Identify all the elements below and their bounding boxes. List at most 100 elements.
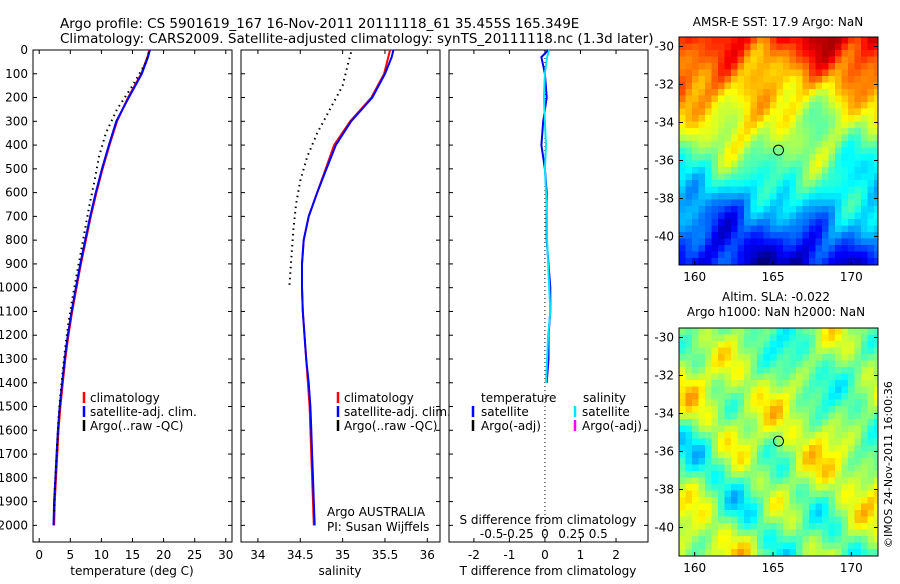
heatmap-cell [692,471,699,478]
heatmap-cell [731,536,738,543]
heatmap-cell [848,108,855,116]
heatmap-cell [796,334,803,342]
heatmap-cell [757,121,764,129]
heatmap-cell [828,37,836,44]
heatmap-cell [789,225,797,233]
heatmap-cell [763,186,771,194]
heatmap-cell [718,251,725,259]
heatmap-cell [711,212,719,220]
heatmap-cell [841,121,849,129]
heatmap-cell [809,399,816,407]
heatmap-cell [692,510,699,517]
heatmap-cell [874,516,878,524]
heatmap-cell [874,56,878,64]
heatmap-cell [718,199,725,207]
heatmap-cell [783,128,790,135]
heatmap-cell [698,516,706,524]
heatmap-cell [867,186,875,194]
heatmap-cell [874,451,878,459]
heatmap-cell [718,464,725,472]
heatmap-cell [718,95,725,103]
heatmap-cell [802,219,810,226]
heatmap-cell [737,63,745,70]
heatmap-cell [763,471,771,478]
heatmap-cell [822,490,829,498]
heatmap-cell [763,399,771,407]
heatmap-cell [776,147,784,155]
heatmap-cell [867,199,875,207]
heatmap-cell [744,484,751,491]
heatmap-cell [796,89,803,96]
heatmap-cell [867,393,875,400]
heatmap-cell [718,399,725,407]
heatmap-cell [854,503,862,511]
heatmap-cell [737,89,745,96]
heatmap-cell [685,386,693,394]
heatmap-cell [770,341,777,348]
heatmap-cell [802,341,810,348]
heatmap-cell [815,82,823,90]
heatmap-cell [750,555,758,556]
salinity-axes-box [240,49,441,543]
heatmap-cell [731,121,738,129]
heatmap-cell [679,484,686,491]
heatmap-cell [861,497,868,504]
heatmap-cell [809,458,816,465]
heatmap-cell [789,373,797,381]
heatmap-cell [848,406,855,413]
heatmap-cell [828,128,836,135]
heatmap-cell [718,490,725,498]
heatmap-cell [815,199,823,207]
temperature-lines [52,49,151,526]
heatmap-cell [854,484,862,491]
heatmap-cell [848,523,855,530]
heatmap-cell [815,360,823,368]
difference-legend: temperature salinity satellite Argo(-adj… [471,391,642,433]
heatmap-cell [757,367,764,374]
heatmap-cell [835,432,842,439]
heatmap-cell [776,43,784,51]
heatmap-cell [789,167,797,174]
heatmap-cell [822,89,829,96]
heatmap-cell [867,82,875,90]
heatmap-cell [783,471,790,478]
heatmap-cell [731,529,738,537]
heatmap-cell [835,245,842,252]
heatmap-cell [841,76,849,83]
heatmap-cell [698,173,706,181]
heatmap-cell [789,199,797,207]
heatmap-cell [692,160,699,168]
heatmap-cell [763,523,771,530]
heatmap-cell [861,199,868,207]
heatmap-cell [698,180,706,187]
heatmap-cell [835,367,842,374]
heatmap-cell [789,542,797,550]
heatmap-cell [789,251,797,259]
heatmap-cell [835,225,842,233]
heatmap-cell [802,160,810,168]
heatmap-cell [789,173,797,181]
legend-climatology-label: climatology [344,391,414,405]
heatmap-cell [724,406,732,413]
heatmap-cell [776,510,784,517]
heatmap-cell [854,37,862,44]
heatmap-cell [861,63,868,70]
heatmap-cell [822,341,829,348]
heatmap-cell [737,406,745,413]
heatmap-cell [848,43,855,51]
heatmap-cell [796,258,803,265]
heatmap-cell [698,193,706,200]
heatmap-cell [802,328,810,335]
heatmap-cell [698,206,706,213]
heatmap-cell [711,141,719,148]
heatmap-cell [724,347,732,355]
heatmap-cell [737,503,745,511]
heatmap-cell [679,141,686,148]
header-line-2: Climatology: CARS2009. Satellite-adjuste… [60,31,653,47]
heatmap-cell [763,225,771,233]
heatmap-cell [770,121,777,129]
heatmap-cell [737,69,745,77]
heatmap-cell [776,406,784,413]
heatmap-cell [802,354,810,361]
heatmap-cell [854,464,862,472]
